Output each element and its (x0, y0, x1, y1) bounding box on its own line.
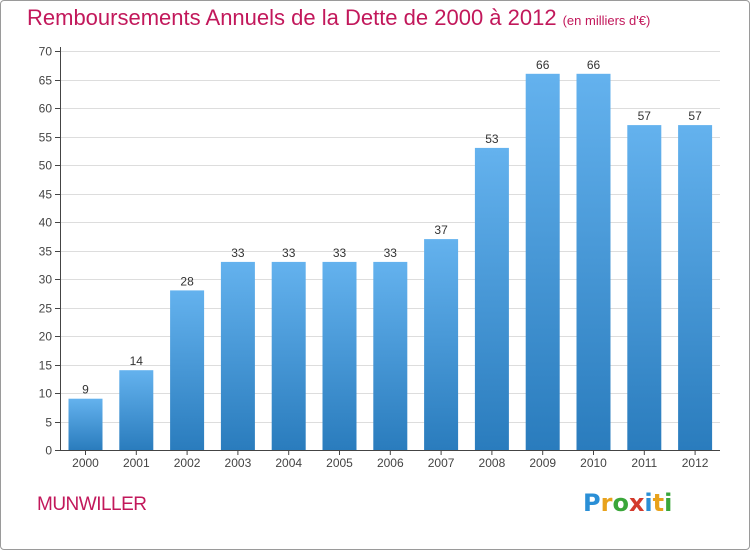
y-tick-label: 10 (39, 387, 53, 401)
y-tick-label: 55 (39, 131, 53, 145)
y-tick-label: 50 (39, 159, 53, 173)
y-tick-label: 30 (39, 273, 53, 287)
y-tick-label: 65 (39, 74, 53, 88)
bar-data-label: 33 (282, 246, 296, 260)
y-tick-label: 40 (39, 216, 53, 230)
logo-letter: x (628, 489, 645, 517)
bar-data-label: 9 (82, 383, 89, 397)
labels: 0 5 10 15 20 25 30 35 40 45 50 55 60 65 70 9 2000 14 2001 2… (39, 45, 709, 471)
x-tick-label: 2005 (326, 456, 353, 470)
bar-data-label: 57 (638, 109, 652, 123)
logo-letter: i (644, 489, 653, 517)
proxiti-logo: Proxiti (583, 489, 672, 517)
bar (271, 261, 306, 450)
x-tick-label: 2012 (682, 456, 709, 470)
bar-data-label: 57 (688, 109, 702, 123)
logo-letter: i (664, 489, 673, 517)
chart-title: Remboursements Annuels de la Dette de 20… (27, 5, 650, 31)
bar-data-label: 33 (384, 246, 398, 260)
bar (170, 290, 205, 450)
x-tick-label: 2009 (529, 456, 556, 470)
y-tick-label: 15 (39, 359, 53, 373)
y-tick-label: 25 (39, 302, 53, 316)
bar (678, 125, 713, 450)
bar-data-label: 33 (231, 246, 245, 260)
bar (220, 261, 255, 450)
x-tick-label: 2000 (72, 456, 99, 470)
x-tick-label: 2007 (428, 456, 455, 470)
bar-data-label: 66 (587, 58, 601, 72)
x-tick-label: 2002 (174, 456, 201, 470)
x-tick-label: 2006 (377, 456, 404, 470)
town-name: MUNWILLER (37, 494, 147, 515)
axes (55, 47, 720, 455)
bar (576, 73, 611, 451)
logo-letter: P (583, 489, 601, 517)
bar (424, 239, 459, 450)
bar-data-label: 53 (485, 132, 499, 146)
logo-letter: o (612, 489, 629, 517)
y-tick-label: 45 (39, 188, 53, 202)
bar-data-label: 28 (180, 274, 194, 288)
x-tick-label: 2010 (580, 456, 607, 470)
y-tick-label: 5 (45, 416, 52, 430)
x-tick-label: 2008 (479, 456, 506, 470)
bar (373, 261, 408, 450)
x-tick-label: 2001 (123, 456, 150, 470)
bars (68, 73, 713, 451)
y-tick-label: 20 (39, 330, 53, 344)
bar (119, 370, 154, 450)
y-tick-label: 70 (39, 45, 53, 59)
y-tick-label: 60 (39, 102, 53, 116)
bar (525, 73, 560, 451)
bar-data-label: 14 (130, 354, 144, 368)
chart-title-unit: (en milliers d'€) (562, 13, 651, 28)
bar-data-label: 33 (333, 246, 347, 260)
logo-letter: r (600, 489, 613, 517)
bar-data-label: 66 (536, 58, 550, 72)
x-tick-label: 2003 (225, 456, 252, 470)
bar (68, 398, 103, 450)
bar (322, 261, 357, 450)
bar (474, 147, 509, 450)
bar-data-label: 37 (434, 223, 448, 237)
x-tick-label: 2011 (631, 456, 657, 470)
y-tick-label: 0 (45, 444, 52, 458)
y-tick-label: 35 (39, 245, 53, 259)
chart-title-main: Remboursements Annuels de la Dette de 20… (27, 5, 557, 30)
bar (627, 125, 662, 450)
x-tick-label: 2004 (275, 456, 302, 470)
logo-letter: t (652, 489, 665, 517)
